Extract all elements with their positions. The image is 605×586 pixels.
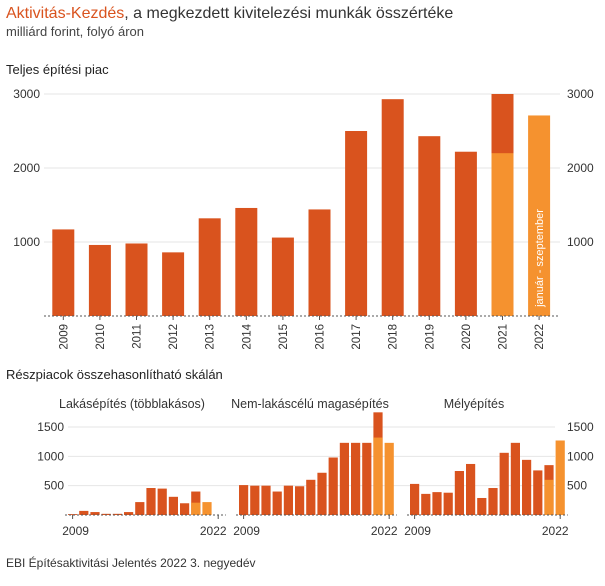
section-title-sub: Részpiacok összehasonlítható skálán xyxy=(6,367,223,382)
sub-bar xyxy=(328,457,338,515)
sub-bar xyxy=(421,493,431,515)
title-accent: Aktivitás-Kezdés xyxy=(6,5,125,22)
sub-bar xyxy=(351,442,361,515)
sub-bar xyxy=(180,503,190,515)
sub-bar xyxy=(339,442,349,515)
main-x-tick-label: 2022 xyxy=(534,324,546,350)
sub-bar xyxy=(477,497,487,515)
sub-bar xyxy=(306,479,316,515)
main-bar xyxy=(235,207,258,316)
main-bar xyxy=(198,218,221,316)
main-bar xyxy=(345,131,368,316)
main-x-tick-label: 2015 xyxy=(278,324,290,350)
main-bar-partial xyxy=(491,153,514,316)
main-x-tick-label: 2011 xyxy=(132,324,144,349)
sub-bar-partial xyxy=(544,479,554,515)
main-bar xyxy=(308,209,331,316)
main-x-tick-label: 2018 xyxy=(388,324,400,350)
sub-x-tick-label: 2009 xyxy=(233,524,260,538)
main-y-tick-left: 2000 xyxy=(13,161,40,175)
sub-bar xyxy=(317,472,327,515)
sub-y-tick-right: 500 xyxy=(567,479,587,493)
main-bar-partial xyxy=(528,115,551,317)
sub-bar xyxy=(533,470,543,515)
section-title-main: Teljes építési piac xyxy=(6,62,109,77)
main-bar xyxy=(125,243,148,316)
main-y-tick-right: 2000 xyxy=(567,161,594,175)
sub-y-tick-left: 500 xyxy=(44,479,64,493)
main-bar xyxy=(52,229,75,316)
sub-bar-partial xyxy=(191,502,201,515)
main-x-tick-label: 2012 xyxy=(168,324,180,350)
main-bar xyxy=(418,136,441,316)
sub-bar xyxy=(168,496,178,515)
sub-bar xyxy=(522,459,532,515)
sub-bar-partial xyxy=(373,437,383,515)
source-note: EBI Építésaktivitási Jelentés 2022 3. ne… xyxy=(6,556,256,570)
sub-bar xyxy=(250,485,260,515)
chart-subtitle: milliárd forint, folyó áron xyxy=(6,24,144,39)
main-bar xyxy=(454,151,477,316)
main-x-tick-label: 2009 xyxy=(58,324,70,350)
sub-y-tick-left: 1000 xyxy=(37,449,64,463)
sub-bar xyxy=(101,513,111,515)
sub-bar-partial xyxy=(555,440,565,515)
main-bar xyxy=(381,99,404,317)
sub-bar xyxy=(499,452,509,515)
sub-bar xyxy=(90,512,100,515)
sub-bar-partial xyxy=(202,502,212,515)
main-x-tick-label: 2014 xyxy=(241,323,253,349)
sub-bar xyxy=(510,442,520,515)
main-x-tick-label: 2017 xyxy=(351,324,363,350)
sub-bar xyxy=(295,486,305,515)
sub-bar xyxy=(488,488,498,515)
main-x-tick-label: 2019 xyxy=(424,324,436,350)
sub-bar xyxy=(135,502,145,515)
sub-y-tick-right: 1000 xyxy=(567,449,594,463)
sub-bar xyxy=(466,463,476,515)
main-y-tick-right: 1000 xyxy=(567,235,594,249)
sub-bar xyxy=(68,514,78,515)
sub-bar xyxy=(362,442,372,515)
sub-bar xyxy=(112,513,122,515)
sub-bar xyxy=(157,488,167,515)
sub-x-tick-label: 2022 xyxy=(200,524,227,538)
sub-bar xyxy=(272,491,282,515)
sub-bar xyxy=(239,485,249,515)
sub-bar xyxy=(124,512,134,515)
chart-title: Aktivitás-Kezdés, a megkezdett kivitelez… xyxy=(6,4,453,24)
sub-bar-partial xyxy=(384,442,394,515)
sub-bar xyxy=(432,492,442,515)
sub-bar xyxy=(261,485,271,515)
sub-chart-title: Mélyépítés xyxy=(444,397,504,411)
sub-x-tick-label: 2022 xyxy=(371,524,398,538)
main-x-tick-label: 2021 xyxy=(498,324,510,350)
sub-chart-title: Lakásépítés (többlakásos) xyxy=(59,397,205,411)
main-x-tick-label: 2010 xyxy=(95,324,107,350)
sub-bar xyxy=(146,488,156,515)
sub-bar xyxy=(410,483,420,515)
main-y-tick-left: 1000 xyxy=(13,235,40,249)
main-x-tick-label: 2016 xyxy=(315,324,327,350)
sub-chart-title: Nem-lakáscélú magasépítés xyxy=(231,397,389,411)
sub-bar xyxy=(443,492,453,515)
main-x-tick-label: 2013 xyxy=(205,324,217,350)
main-bar xyxy=(162,252,185,316)
sub-bar xyxy=(79,510,89,515)
main-y-tick-left: 3000 xyxy=(13,87,40,101)
main-y-tick-right: 3000 xyxy=(567,87,594,101)
title-rest: , a megkezdett kivitelezési munkák összé… xyxy=(124,5,454,22)
main-bar-annotation: január - szeptember xyxy=(534,209,546,308)
sub-bar xyxy=(283,485,293,515)
sub-y-tick-left: 1500 xyxy=(37,420,64,434)
sub-x-tick-label: 2009 xyxy=(62,524,89,538)
main-bar xyxy=(88,244,111,316)
sub-x-tick-label: 2009 xyxy=(404,524,431,538)
sub-x-tick-label: 2022 xyxy=(542,524,569,538)
sub-y-tick-right: 1500 xyxy=(567,420,594,434)
sub-bar xyxy=(454,471,464,515)
main-bar xyxy=(271,237,294,316)
main-x-tick-label: 2020 xyxy=(461,324,473,350)
